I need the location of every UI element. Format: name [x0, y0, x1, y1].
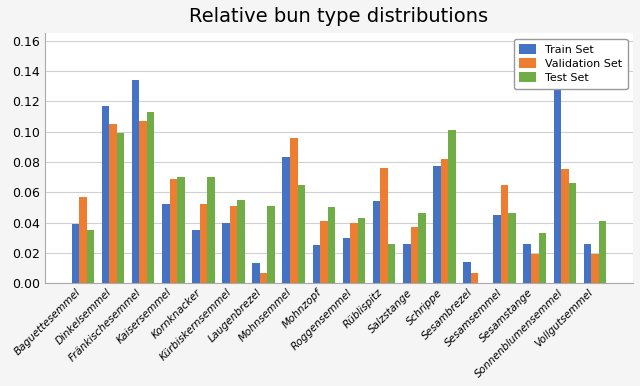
Bar	[440, 159, 448, 283]
Bar	[268, 206, 275, 283]
Bar	[569, 183, 576, 283]
Bar	[463, 262, 471, 283]
Bar	[260, 273, 268, 283]
Bar	[501, 185, 508, 283]
Bar	[531, 254, 538, 283]
Bar	[282, 157, 290, 283]
Bar	[410, 227, 418, 283]
Bar	[328, 207, 335, 283]
Bar	[584, 244, 591, 283]
Bar	[448, 130, 456, 283]
Bar	[162, 204, 170, 283]
Bar	[591, 254, 599, 283]
Bar	[86, 230, 94, 283]
Bar	[312, 245, 320, 283]
Legend: Train Set, Validation Set, Test Set: Train Set, Validation Set, Test Set	[514, 39, 627, 89]
Bar	[343, 238, 350, 283]
Bar	[320, 221, 328, 283]
Bar	[433, 166, 440, 283]
Bar	[230, 206, 237, 283]
Bar	[418, 213, 426, 283]
Bar	[538, 233, 546, 283]
Bar	[373, 201, 380, 283]
Bar	[140, 121, 147, 283]
Title: Relative bun type distributions: Relative bun type distributions	[189, 7, 488, 26]
Bar	[132, 80, 140, 283]
Bar	[403, 244, 410, 283]
Bar	[380, 168, 388, 283]
Bar	[192, 230, 200, 283]
Bar	[298, 185, 305, 283]
Bar	[147, 112, 154, 283]
Bar	[599, 221, 606, 283]
Bar	[102, 106, 109, 283]
Bar	[170, 179, 177, 283]
Bar	[358, 218, 365, 283]
Bar	[116, 133, 124, 283]
Bar	[177, 177, 184, 283]
Bar	[109, 124, 116, 283]
Bar	[290, 138, 298, 283]
Bar	[493, 215, 501, 283]
Bar	[72, 224, 79, 283]
Bar	[237, 200, 245, 283]
Bar	[508, 213, 516, 283]
Bar	[471, 273, 478, 283]
Bar	[561, 169, 569, 283]
Bar	[252, 263, 260, 283]
Bar	[524, 244, 531, 283]
Bar	[388, 244, 396, 283]
Bar	[79, 197, 86, 283]
Bar	[200, 204, 207, 283]
Bar	[350, 222, 358, 283]
Bar	[207, 177, 214, 283]
Bar	[554, 66, 561, 283]
Bar	[222, 222, 230, 283]
